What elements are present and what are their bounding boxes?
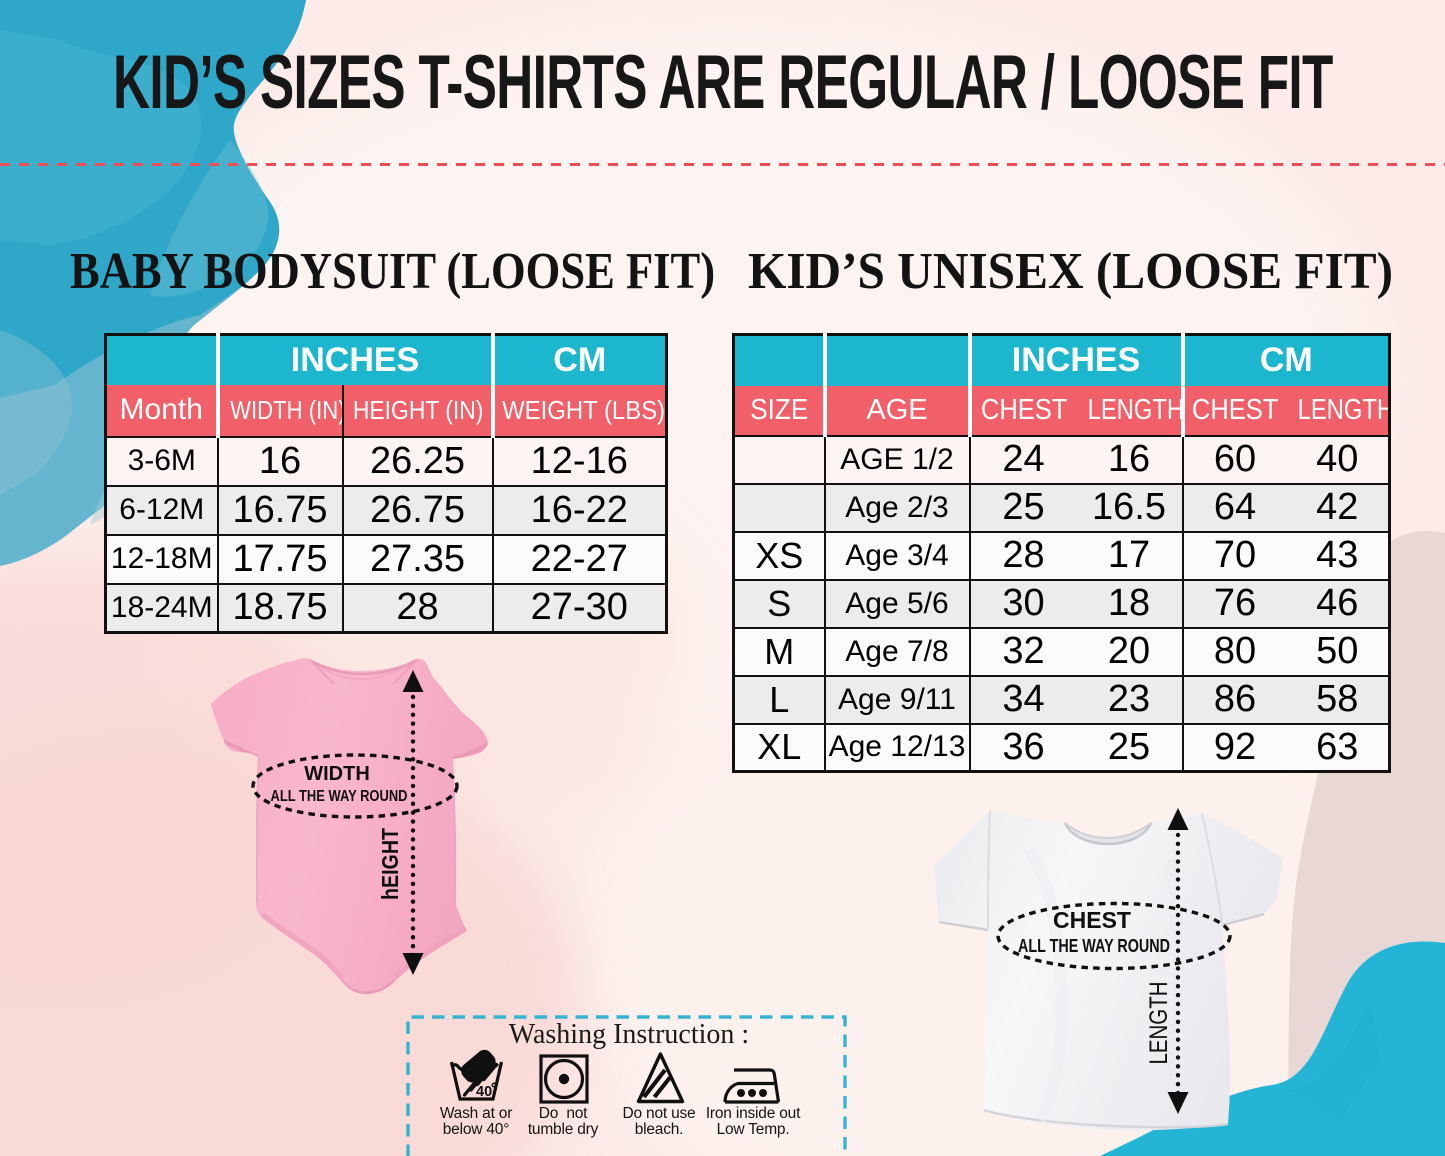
svg-text:Do not use: Do not use (623, 1105, 696, 1122)
svg-text:below 40°: below 40° (443, 1121, 509, 1138)
svg-text:CHEST: CHEST (1053, 907, 1131, 933)
svg-text:ALL THE WAY ROUND: ALL THE WAY ROUND (1018, 935, 1170, 956)
svg-text:Washing Instruction :: Washing Instruction : (509, 1019, 749, 1050)
svg-text:Wash at or: Wash at or (440, 1105, 512, 1122)
svg-text:40: 40 (476, 1084, 492, 1100)
svg-text:WIDTH: WIDTH (304, 763, 370, 785)
svg-text:Iron inside out: Iron inside out (706, 1105, 801, 1122)
svg-text:Do not: Do not (539, 1105, 588, 1122)
svg-text:bleach.: bleach. (635, 1121, 684, 1138)
svg-text:hEIGHT: hEIGHT (377, 828, 403, 900)
svg-text:tumble dry: tumble dry (528, 1121, 599, 1138)
svg-text:LENGTH: LENGTH (1145, 982, 1173, 1065)
svg-text:Low Temp.: Low Temp. (717, 1121, 790, 1138)
svg-text:ALL THE WAY ROUND: ALL THE WAY ROUND (271, 788, 408, 805)
